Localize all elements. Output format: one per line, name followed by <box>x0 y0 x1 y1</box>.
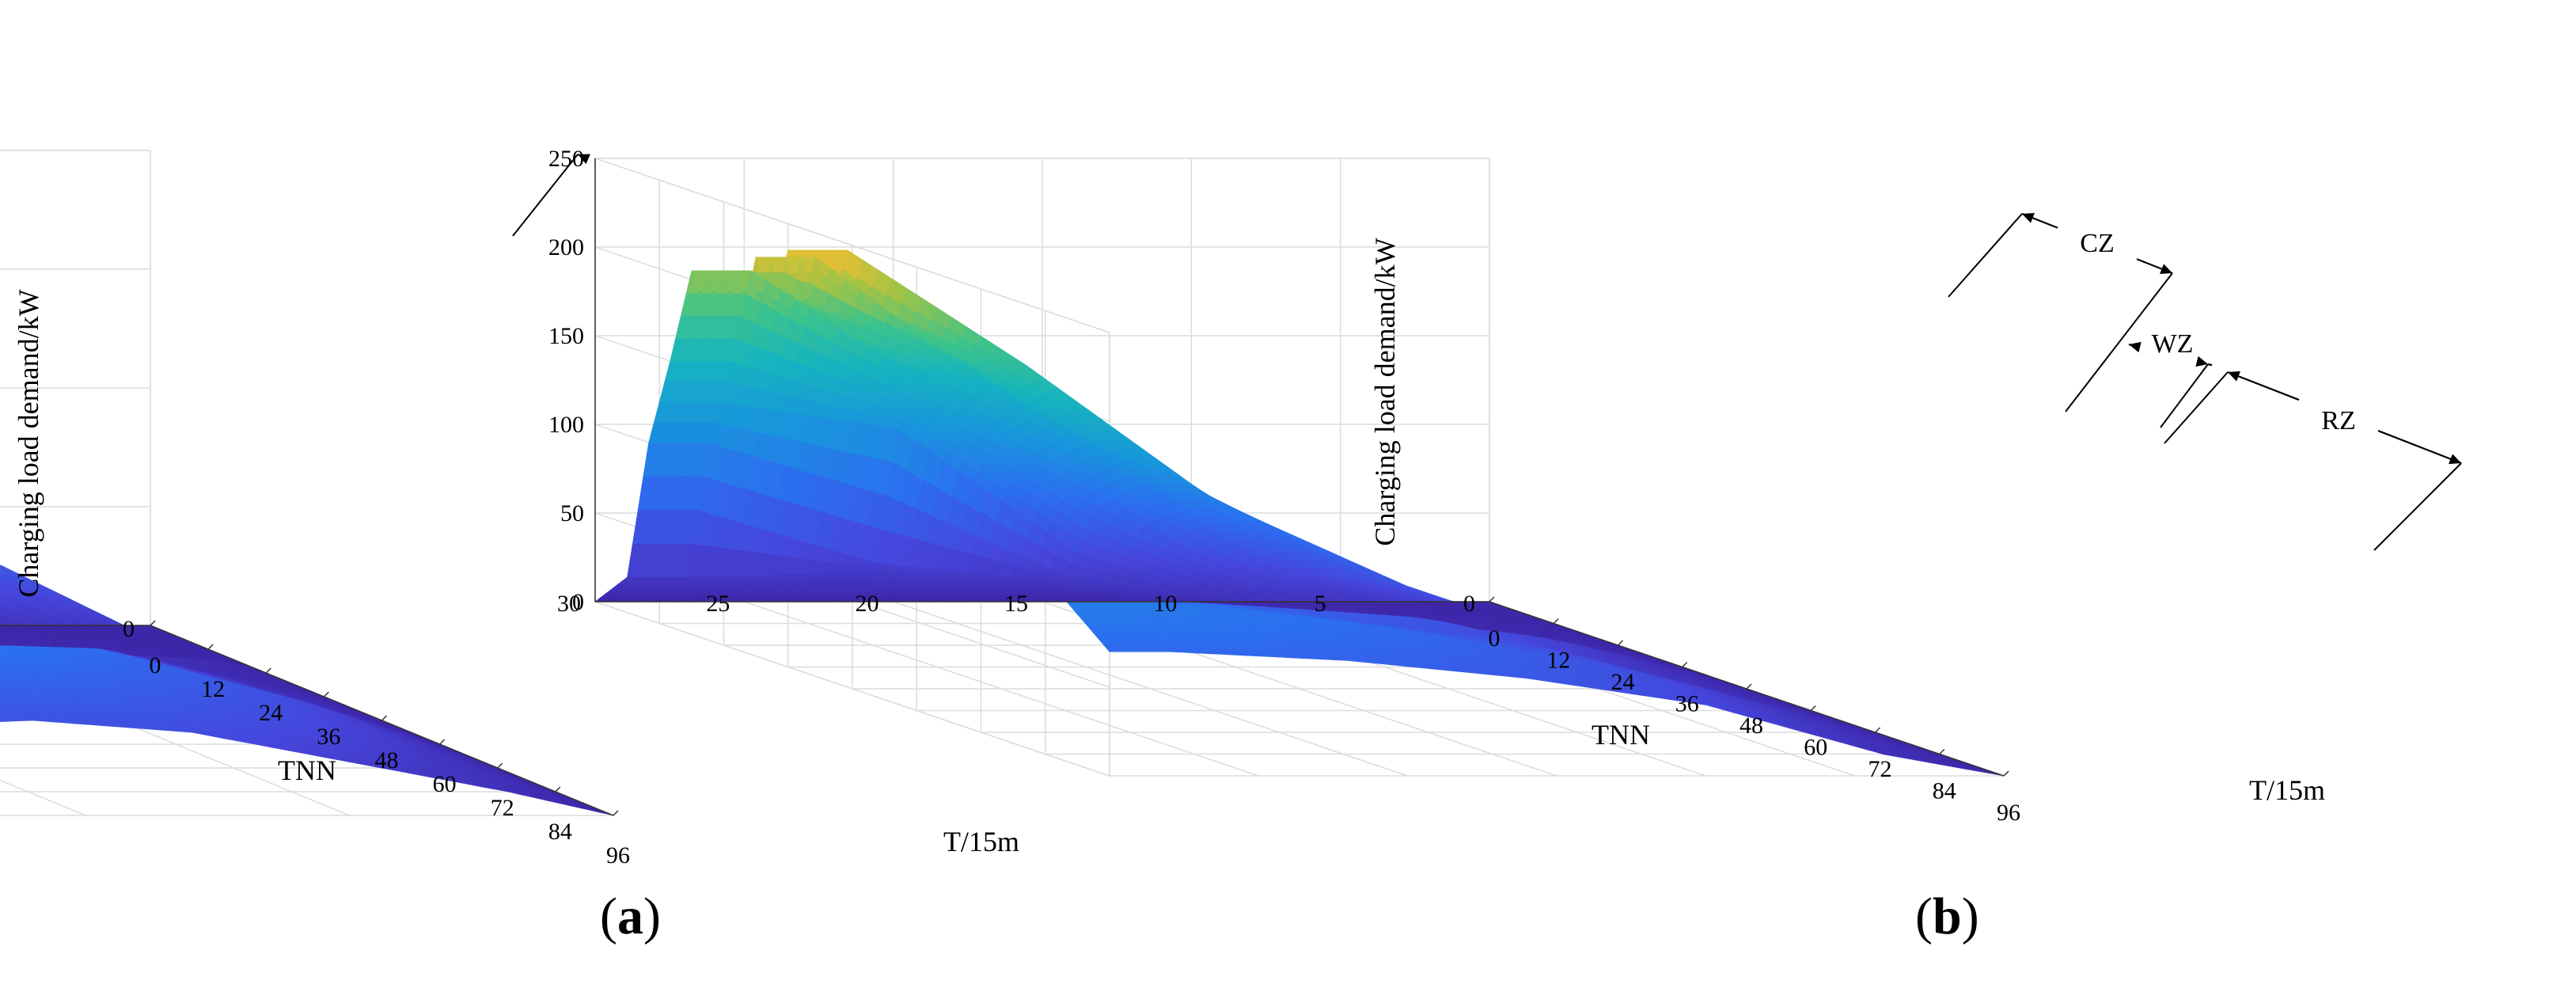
chart-panel-a: 0122436486072849601020300100200300400Cha… <box>0 150 1204 868</box>
grid-a <box>0 150 614 816</box>
surface-a <box>0 564 614 816</box>
y-floor-gridline <box>0 779 86 816</box>
